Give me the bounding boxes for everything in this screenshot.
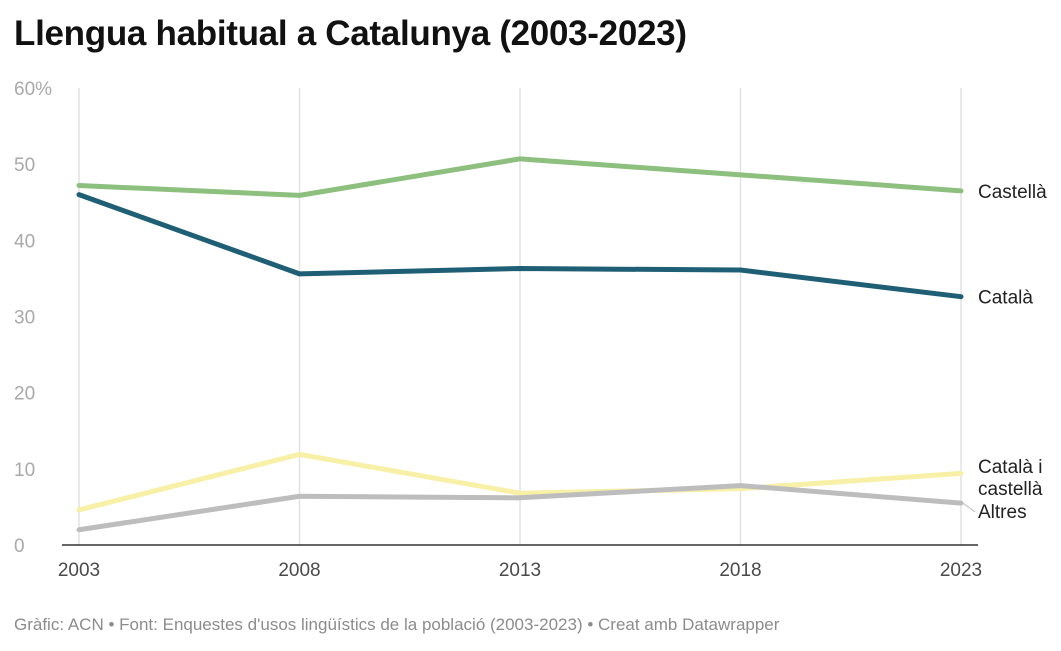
series-line-altres bbox=[76, 483, 964, 533]
series-lines bbox=[76, 156, 964, 533]
x-tick-label: 2023 bbox=[940, 560, 982, 581]
series-label-altres: Altres bbox=[978, 502, 1027, 523]
x-axis-ticks: 2003 2008 2013 2018 2023 bbox=[58, 560, 982, 581]
series-line-catal- bbox=[76, 192, 964, 300]
series-label-catal-i-castell-: Català i castellà bbox=[978, 457, 1043, 500]
y-tick-label: 50 bbox=[14, 155, 35, 176]
y-tick-label: 20 bbox=[14, 384, 35, 405]
x-tick-label: 2013 bbox=[499, 560, 541, 581]
series-line-catal-i-castell- bbox=[76, 451, 964, 513]
x-tick-label: 2018 bbox=[719, 560, 761, 581]
y-tick-label: 0 bbox=[14, 536, 25, 557]
x-tick-label: 2003 bbox=[58, 560, 100, 581]
y-tick-label: 10 bbox=[14, 460, 35, 481]
y-axis-ticks: 60% 50 40 30 20 10 0 bbox=[14, 79, 52, 557]
y-tick-label: 30 bbox=[14, 308, 35, 329]
series-label-castell-: Castellà bbox=[978, 182, 1047, 203]
series-line-castell- bbox=[76, 156, 964, 198]
altres-connector bbox=[962, 502, 976, 513]
series-label-catal-: Català bbox=[978, 288, 1033, 309]
x-tick-label: 2008 bbox=[278, 560, 320, 581]
chart-footer: Gràfic: ACN • Font: Enquestes d'usos lin… bbox=[14, 615, 780, 634]
gridlines bbox=[78, 88, 962, 545]
chart-title: Llengua habitual a Catalunya (2003-2023) bbox=[14, 14, 687, 53]
y-tick-label: 60% bbox=[14, 79, 52, 100]
y-tick-label: 40 bbox=[14, 231, 35, 252]
